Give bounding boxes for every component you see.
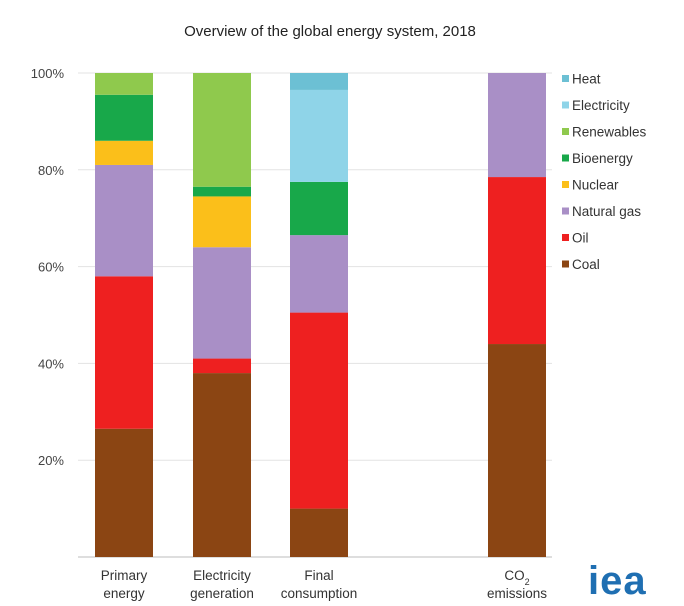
bar-segment-oil <box>193 358 251 374</box>
bar-segment-heat <box>290 73 348 90</box>
x-category-label: Final <box>304 568 333 583</box>
legend-label: Electricity <box>572 98 630 113</box>
x-category-label: CO2 <box>504 568 529 587</box>
x-category-label: Electricity <box>193 568 251 583</box>
bar-segment-renewables <box>193 73 251 187</box>
bar-segment-nuclear <box>95 140 153 165</box>
bar-segment-nuclear <box>193 196 251 248</box>
x-category-label: energy <box>103 586 145 601</box>
y-tick-label: 20% <box>38 453 64 468</box>
bar-segment-natural-gas <box>95 164 153 277</box>
legend-swatch <box>562 181 569 188</box>
chart-title: Overview of the global energy system, 20… <box>184 23 476 40</box>
x-category-label: consumption <box>281 586 358 601</box>
bar-segment-coal <box>95 428 153 557</box>
bars <box>95 73 546 557</box>
bar-segment-coal <box>193 373 251 557</box>
bar-segment-electricity <box>290 89 348 182</box>
legend-label: Coal <box>572 257 600 272</box>
legend-label: Natural gas <box>572 204 641 219</box>
bar-segment-coal <box>290 508 348 557</box>
legend-swatch <box>562 260 569 268</box>
bar-segment-oil <box>95 276 153 429</box>
bar-segment-natural-gas <box>488 73 546 178</box>
legend-label: Nuclear <box>572 178 619 193</box>
bar-segment-natural-gas <box>290 235 348 313</box>
legend-label: Oil <box>572 231 589 246</box>
x-category-label: generation <box>190 586 254 601</box>
y-tick-label: 80% <box>38 163 64 178</box>
legend: Heat Electricity Renewables Bioenergy Nuclea… <box>562 72 647 272</box>
legend-label: Renewables <box>572 125 647 140</box>
legend-swatch <box>562 101 569 109</box>
iea-logo: iea <box>588 559 647 603</box>
legend-swatch <box>562 128 569 135</box>
y-tick-label: 100% <box>31 66 65 81</box>
y-axis-ticks: 20% 40% 60% 80% 100% <box>31 66 65 468</box>
legend-swatch <box>562 207 569 215</box>
bar-segment-natural-gas <box>193 247 251 359</box>
y-tick-label: 60% <box>38 260 64 275</box>
bar-segment-oil <box>290 312 348 509</box>
legend-swatch <box>562 75 569 82</box>
legend-label: Bioenergy <box>572 151 633 166</box>
y-tick-label: 40% <box>38 356 64 371</box>
x-category-label: Primary <box>101 568 148 583</box>
bar-segment-coal <box>488 344 546 557</box>
x-axis-categories: Primary energy Electricity generation Final c… <box>101 568 548 601</box>
bar-segment-bioenergy <box>193 186 251 197</box>
legend-label: Heat <box>572 72 601 87</box>
legend-swatch <box>562 234 569 241</box>
legend-swatch <box>562 154 569 162</box>
bar-segment-bioenergy <box>290 181 348 236</box>
bar-segment-bioenergy <box>95 94 153 141</box>
x-category-label: emissions <box>487 586 547 601</box>
bar-segment-oil <box>488 177 546 345</box>
bar-segment-renewables <box>95 73 153 95</box>
